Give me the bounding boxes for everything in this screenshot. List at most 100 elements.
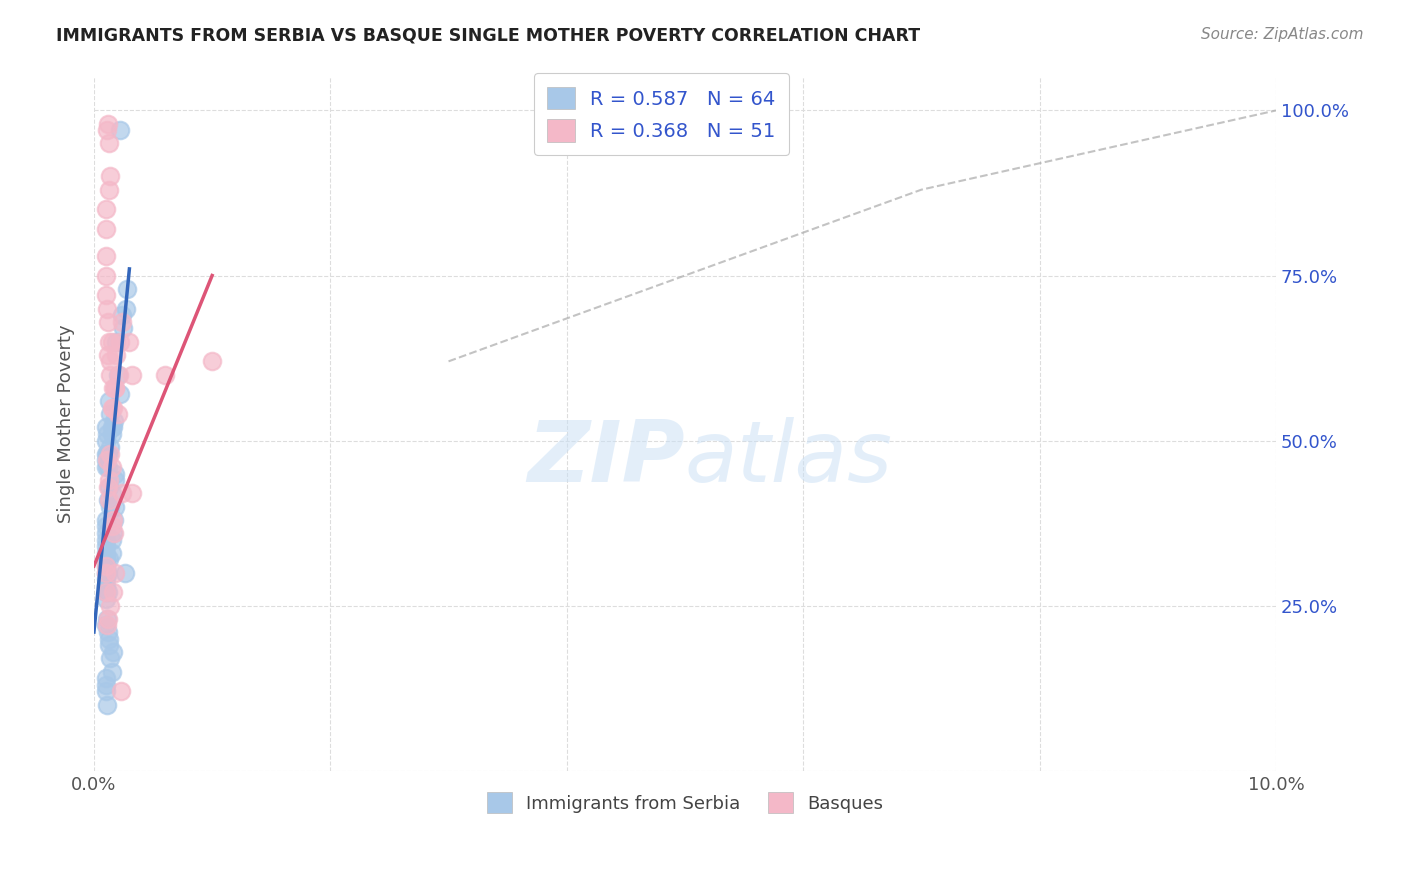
Point xyxy=(100,500,122,514)
Point xyxy=(104,566,127,580)
Point xyxy=(94,572,117,586)
Point xyxy=(103,513,125,527)
Point xyxy=(97,566,120,580)
Point xyxy=(94,513,117,527)
Point xyxy=(100,486,122,500)
Point xyxy=(108,334,131,349)
Point xyxy=(100,401,122,415)
Point xyxy=(96,612,118,626)
Point xyxy=(97,585,120,599)
Point xyxy=(114,566,136,580)
Point xyxy=(107,368,129,382)
Point xyxy=(201,354,224,368)
Point xyxy=(97,480,120,494)
Point xyxy=(101,513,124,527)
Point xyxy=(107,368,129,382)
Text: ZIP: ZIP xyxy=(527,417,685,500)
Point xyxy=(108,387,131,401)
Point xyxy=(100,427,122,442)
Point xyxy=(94,552,117,566)
Point xyxy=(98,552,121,566)
Point xyxy=(98,183,121,197)
Point xyxy=(96,698,118,712)
Point xyxy=(94,552,117,566)
Point xyxy=(97,612,120,626)
Point xyxy=(100,651,122,665)
Point xyxy=(100,533,122,547)
Point xyxy=(112,321,135,335)
Point xyxy=(94,526,117,541)
Point xyxy=(118,334,141,349)
Point xyxy=(94,566,117,580)
Point xyxy=(104,381,127,395)
Text: atlas: atlas xyxy=(685,417,893,500)
Point xyxy=(94,585,117,599)
Point xyxy=(100,440,122,454)
Text: IMMIGRANTS FROM SERBIA VS BASQUE SINGLE MOTHER POVERTY CORRELATION CHART: IMMIGRANTS FROM SERBIA VS BASQUE SINGLE … xyxy=(56,27,921,45)
Point xyxy=(105,348,128,362)
Point xyxy=(97,315,120,329)
Point xyxy=(121,486,143,500)
Point xyxy=(97,117,120,131)
Point xyxy=(100,354,122,368)
Point xyxy=(100,368,122,382)
Point xyxy=(97,460,120,475)
Point xyxy=(94,539,117,553)
Point xyxy=(94,618,117,632)
Point xyxy=(101,585,124,599)
Point xyxy=(115,301,138,316)
Legend: Immigrants from Serbia, Basques: Immigrants from Serbia, Basques xyxy=(475,781,894,824)
Point xyxy=(96,447,118,461)
Point xyxy=(100,460,122,475)
Point xyxy=(96,447,118,461)
Point xyxy=(111,486,134,500)
Point xyxy=(94,533,117,547)
Point xyxy=(94,420,117,434)
Point xyxy=(101,401,124,415)
Point xyxy=(96,453,118,467)
Point xyxy=(98,394,121,409)
Point xyxy=(104,500,127,514)
Point xyxy=(104,381,127,395)
Text: Source: ZipAtlas.com: Source: ZipAtlas.com xyxy=(1201,27,1364,42)
Point xyxy=(103,414,125,428)
Point xyxy=(94,671,117,685)
Point xyxy=(108,123,131,137)
Point xyxy=(98,638,121,652)
Point xyxy=(100,519,122,533)
Point xyxy=(94,678,117,692)
Point xyxy=(94,585,117,599)
Point xyxy=(97,447,120,461)
Point xyxy=(98,334,121,349)
Point xyxy=(97,625,120,640)
Point xyxy=(111,308,134,322)
Point xyxy=(94,222,117,236)
Point xyxy=(105,334,128,349)
Point xyxy=(97,348,120,362)
Point xyxy=(100,334,122,349)
Point xyxy=(94,519,117,533)
Point xyxy=(101,645,124,659)
Point xyxy=(153,368,176,382)
Point xyxy=(96,123,118,137)
Point xyxy=(96,301,118,316)
Point xyxy=(98,473,121,487)
Point xyxy=(100,546,122,560)
Point xyxy=(98,493,121,508)
Point xyxy=(100,665,122,679)
Point xyxy=(94,434,117,448)
Point xyxy=(100,407,122,421)
Point xyxy=(94,559,117,574)
Point xyxy=(96,618,118,632)
Point xyxy=(94,546,117,560)
Point xyxy=(115,282,138,296)
Point xyxy=(97,493,120,508)
Point xyxy=(94,460,117,475)
Point xyxy=(100,599,122,613)
Point xyxy=(100,420,122,434)
Point xyxy=(121,368,143,382)
Point xyxy=(94,202,117,217)
Y-axis label: Single Mother Poverty: Single Mother Poverty xyxy=(58,325,75,524)
Point xyxy=(94,579,117,593)
Point xyxy=(94,249,117,263)
